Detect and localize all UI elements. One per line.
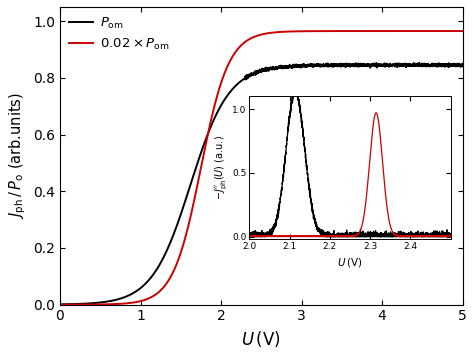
Y-axis label: $J_{\rm ph}\,/\,P_{\rm o}$ (arb.units): $J_{\rm ph}\,/\,P_{\rm o}$ (arb.units) (7, 92, 27, 219)
X-axis label: $U\,(\mathrm{V})$: $U\,(\mathrm{V})$ (241, 329, 281, 349)
Legend: $P_{\mathregular{om}}$, $0.02\times P_{\mathregular{om}}$: $P_{\mathregular{om}}$, $0.02\times P_{\… (66, 14, 172, 55)
